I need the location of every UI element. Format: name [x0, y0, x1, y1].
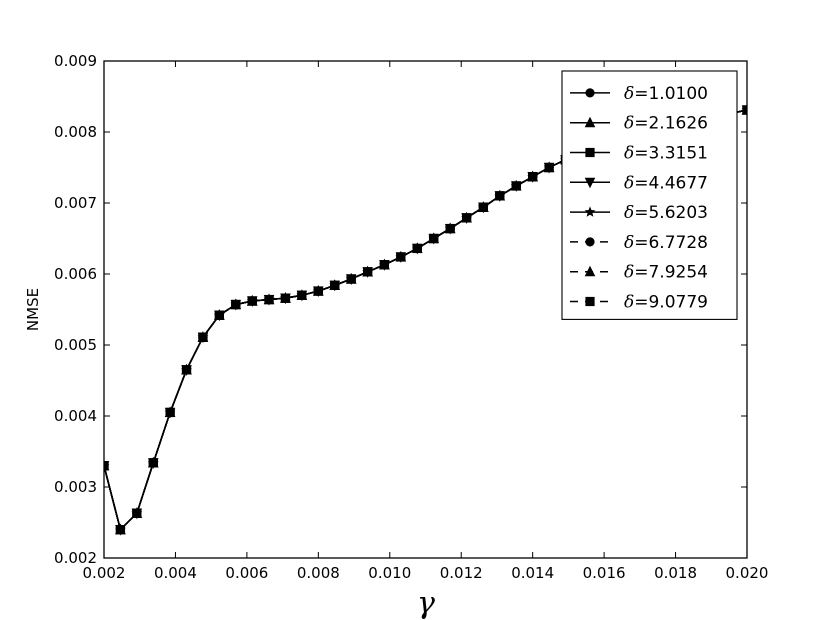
x-tick-label: 0.012 [440, 564, 483, 582]
legend-entry: δ=5.6203 [570, 203, 708, 223]
legend-box [561, 70, 738, 320]
data-point [445, 223, 455, 234]
y-tick-label: 0.002 [54, 549, 97, 567]
legend-label: δ=5.6203 [624, 203, 708, 223]
data-point [247, 296, 257, 306]
data-point [264, 294, 274, 305]
legend-entry: δ=3.3151 [570, 144, 708, 164]
y-tick-label: 0.007 [54, 194, 97, 212]
legend-entry: δ=1.0100 [570, 84, 708, 104]
legend-entry: δ=4.4677 [570, 173, 708, 193]
data-point [231, 299, 241, 310]
y-tick-label: 0.008 [54, 123, 97, 141]
legend-marker [585, 147, 595, 158]
legend-label: δ=6.7728 [624, 233, 708, 253]
ticks-layer: 0.002 0.004 0.006 0.008 0.010 0.012 0.014 0.016… [54, 52, 768, 582]
data-point [330, 280, 340, 290]
legend-marker [585, 88, 595, 98]
legend-label: δ=9.0779 [624, 293, 708, 313]
data-point [104, 461, 109, 471]
plot-frame [103, 60, 748, 559]
data-point [478, 202, 488, 212]
data-point [148, 458, 158, 468]
x-tick-label: 0.020 [726, 564, 769, 582]
x-tick-label: 0.004 [154, 564, 197, 582]
data-point [461, 213, 472, 223]
data-point [115, 524, 126, 535]
legend-marker [584, 116, 596, 128]
legend-label: δ=4.4677 [624, 173, 708, 193]
data-point [495, 191, 505, 201]
data-point [528, 172, 538, 182]
x-tick-label: 0.014 [511, 564, 554, 582]
y-tick-label: 0.003 [54, 478, 97, 496]
legend-label: δ=2.1626 [624, 114, 708, 134]
legend-label: δ=7.9254 [624, 263, 708, 283]
y-tick-label: 0.006 [54, 265, 97, 283]
x-tick-label: 0.018 [654, 564, 697, 582]
data-point [346, 274, 356, 284]
x-axis-label: γ [417, 586, 435, 620]
data-point [511, 181, 521, 191]
legend-label: δ=1.0100 [624, 84, 708, 104]
legend-entry: δ=6.7728 [570, 233, 708, 253]
data-point [214, 310, 224, 320]
data-point [165, 407, 175, 418]
x-tick-label: 0.002 [83, 564, 126, 582]
data-point [198, 332, 208, 342]
data-point [280, 293, 291, 303]
data-point [379, 260, 390, 270]
data-point [313, 286, 323, 296]
legend-entry: δ=7.9254 [570, 263, 708, 283]
legend-marker [585, 237, 595, 247]
y-tick-label: 0.004 [54, 407, 97, 425]
y-tick-label: 0.005 [54, 336, 97, 354]
data-point [297, 290, 307, 300]
legend-entry: δ=2.1626 [570, 114, 708, 134]
x-tick-label: 0.008 [297, 564, 340, 582]
legend-marker [584, 177, 596, 189]
data-point [132, 508, 142, 518]
data-point [429, 233, 439, 244]
y-axis-label: NMSE [24, 288, 42, 331]
data-point [742, 105, 747, 115]
x-tick-label: 0.016 [583, 564, 626, 582]
y-tick-label: 0.009 [54, 52, 97, 70]
legend-marker [584, 206, 596, 217]
data-point [363, 267, 373, 277]
x-tick-label: 0.006 [225, 564, 268, 582]
legend-label: δ=3.3151 [624, 144, 708, 164]
data-point [544, 162, 554, 173]
data-point [412, 243, 422, 254]
legend-marker [584, 265, 596, 277]
data-point [396, 252, 406, 262]
legend-marker [585, 296, 595, 307]
legend: δ=1.0100 δ=2.1626 δ=3.3151 δ=4.4677 δ=5.6203… [561, 70, 738, 320]
data-point [181, 365, 192, 375]
x-tick-label: 0.010 [368, 564, 411, 582]
legend-entry: δ=9.0779 [570, 293, 708, 313]
series-line [104, 109, 747, 532]
